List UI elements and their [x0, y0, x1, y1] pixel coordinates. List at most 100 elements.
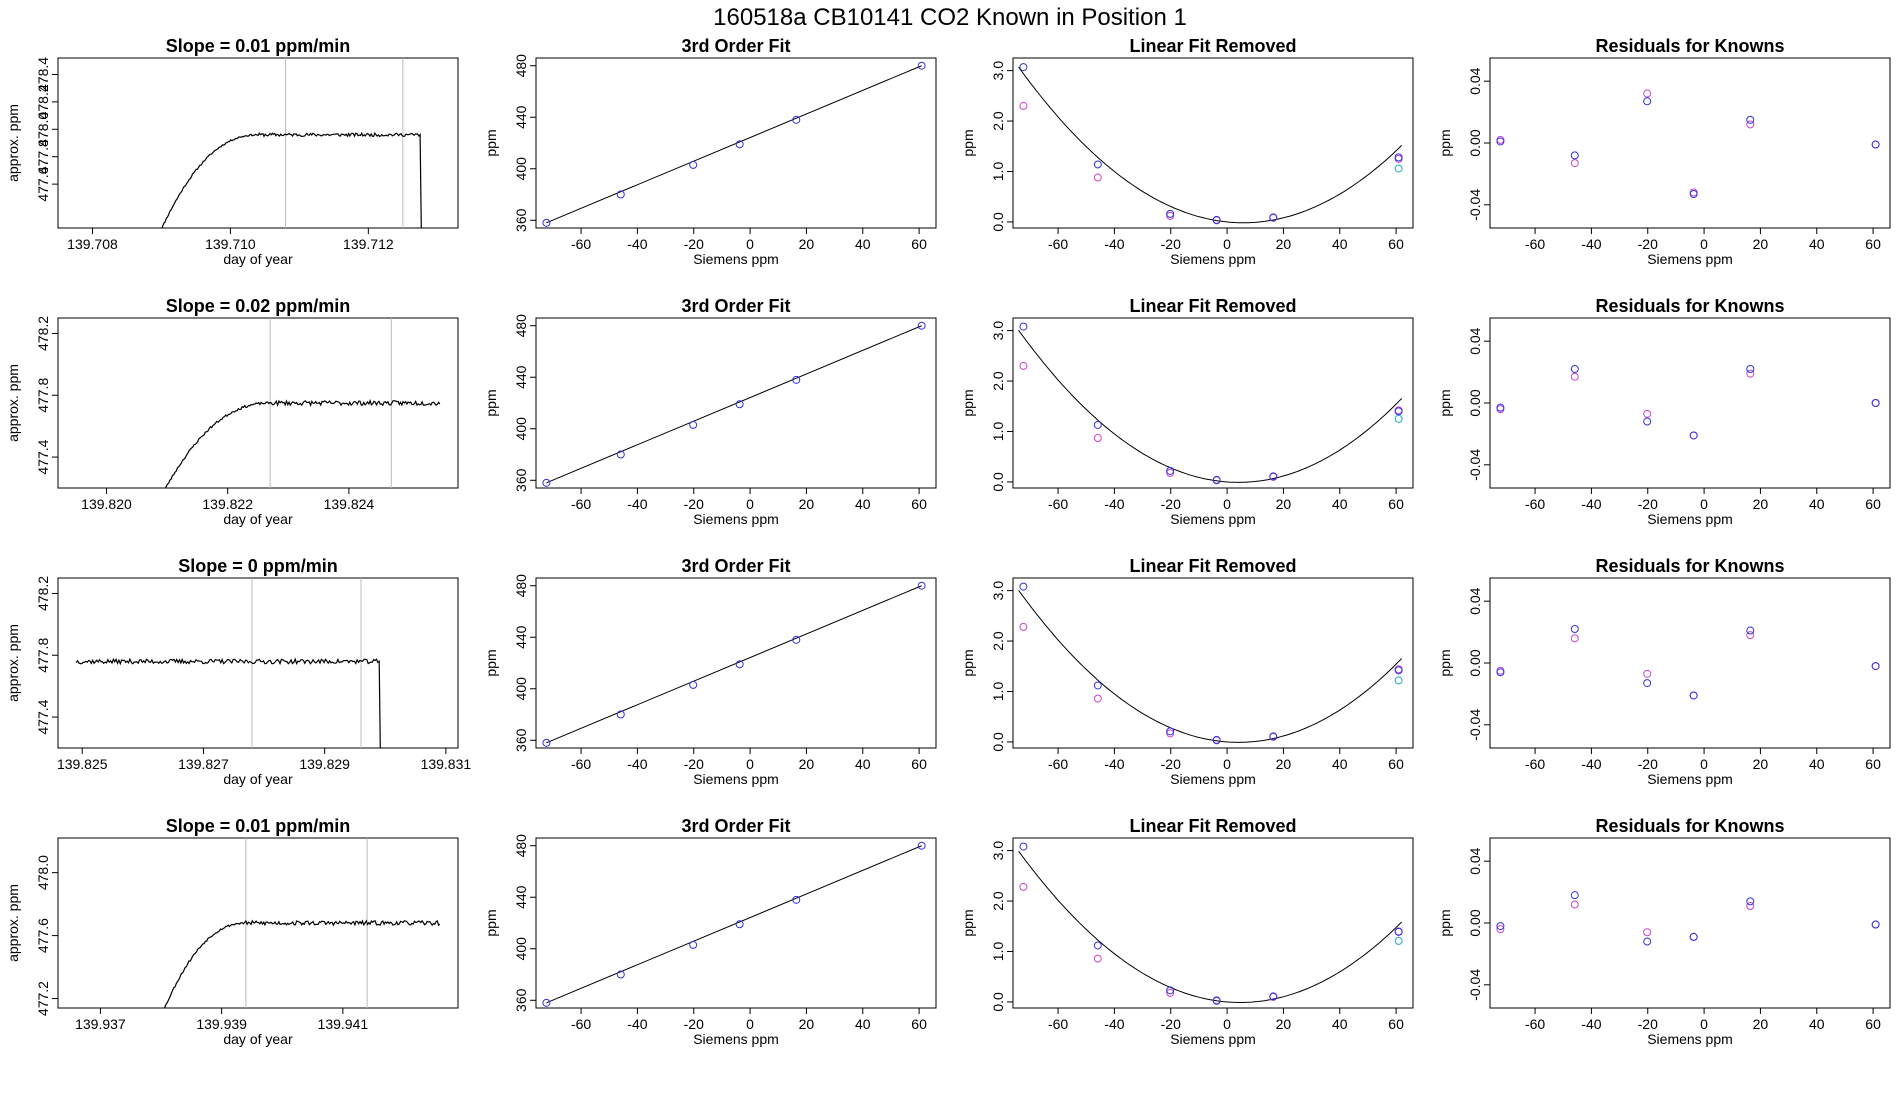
data-point-magenta	[1093, 694, 1102, 703]
y-tick-label: 480	[513, 574, 529, 598]
data-point-blue	[1269, 213, 1278, 222]
x-tick-label: 40	[855, 236, 871, 252]
x-tick-label: 0	[1700, 1016, 1708, 1032]
data-point-magenta	[1166, 729, 1175, 738]
y-tick-label: 440	[513, 625, 529, 649]
x-tick-label: 0	[1700, 236, 1708, 252]
y-tick-label: 477.6	[35, 918, 51, 953]
y-tick-label: 477.6	[35, 166, 51, 201]
x-tick-label: -20	[1161, 756, 1181, 772]
y-tick-label: 360	[513, 208, 529, 232]
y-axis-label: approx. ppm	[5, 364, 21, 442]
data-point	[542, 218, 551, 227]
x-tick-label: 0	[1223, 236, 1231, 252]
panel-title: Slope = 0.01 ppm/min	[166, 816, 351, 836]
x-tick-label: 60	[1865, 756, 1881, 772]
x-tick-label: -60	[1525, 236, 1545, 252]
y-tick-label: 477.4	[35, 699, 51, 734]
data-point-blue	[1166, 466, 1175, 475]
y-tick-label: 0.0	[990, 212, 1006, 232]
x-tick-label: 0	[746, 496, 754, 512]
plot-frame	[535, 57, 937, 229]
residual-point-blue	[1643, 937, 1652, 946]
residual-point-blue	[1746, 897, 1755, 906]
panel-r1-c3: Residuals for Knowns -60 -40 -20 0 20 40 60 -0.0…	[1437, 296, 1891, 527]
fit-line	[546, 845, 922, 1004]
panel-r1-c2: Linear Fit Removed -60 -40 -20 0 20 40 60 0.0 1.0…	[960, 296, 1414, 527]
data-point-magenta	[1019, 622, 1028, 631]
x-tick-label: -20	[684, 1016, 704, 1032]
data-point	[689, 940, 698, 949]
y-tick-label: 440	[513, 885, 529, 909]
data-point-magenta	[1093, 434, 1102, 443]
data-point-blue	[1166, 727, 1175, 736]
x-tick-label: -20	[684, 756, 704, 772]
x-tick-label: -60	[571, 236, 591, 252]
data-point-blue	[1212, 215, 1221, 224]
x-tick-label: 139.829	[299, 756, 350, 772]
panel-r1-c0: Slope = 0.02 ppm/min 139.820 139.822 139.82…	[5, 296, 459, 527]
data-point-blue	[1093, 160, 1102, 169]
time-trace-line	[161, 131, 422, 228]
y-tick-label: 478.2	[35, 84, 51, 119]
residual-point-blue	[1570, 365, 1579, 373]
y-tick-label: 400	[513, 417, 529, 441]
plot-area	[542, 581, 926, 747]
y-axis-label: ppm	[1437, 649, 1453, 676]
residual-point-magenta	[1746, 631, 1755, 640]
x-tick-label: 20	[799, 1016, 815, 1032]
x-axis-label: Siemens ppm	[1647, 511, 1733, 527]
y-tick-label: 478.0	[35, 112, 51, 147]
residual-point-blue	[1496, 403, 1505, 412]
y-tick-label: 2.0	[990, 891, 1006, 911]
data-point-magenta	[1166, 468, 1175, 477]
x-tick-label: 139.712	[343, 236, 394, 252]
y-tick-label: 477.8	[35, 139, 51, 174]
x-tick-label: 60	[1388, 496, 1404, 512]
x-tick-label: 20	[1276, 756, 1292, 772]
data-point	[616, 710, 625, 719]
residual-point-blue	[1643, 679, 1652, 688]
x-tick-label: -20	[1161, 496, 1181, 512]
data-point-blue	[1394, 666, 1403, 675]
x-tick-label: 40	[1332, 236, 1348, 252]
y-tick-label: 0.00	[1467, 129, 1483, 156]
residual-point-blue	[1746, 626, 1755, 635]
data-point	[735, 920, 744, 929]
plot-frame	[535, 577, 937, 749]
figure-title: 160518a CB10141 CO2 Known in Position 1	[713, 4, 1187, 31]
panel-r2-c2: Linear Fit Removed -60 -40 -20 0 20 40 60 0.0 1.0…	[960, 556, 1414, 787]
plot-area	[1018, 842, 1403, 1005]
x-axis-label: Siemens ppm	[693, 511, 779, 527]
y-axis-label: ppm	[960, 129, 976, 156]
x-tick-label: -60	[1525, 1016, 1545, 1032]
x-tick-label: 20	[799, 236, 815, 252]
y-tick-label: 478.2	[35, 316, 51, 351]
y-tick-label: 1.0	[990, 942, 1006, 962]
y-tick-label: 0.0	[990, 732, 1006, 752]
plot-frame	[1489, 317, 1891, 489]
panel-title: 3rd Order Fit	[681, 36, 790, 56]
residual-point-blue	[1871, 140, 1880, 149]
x-tick-label: 60	[1865, 236, 1881, 252]
data-point	[616, 450, 625, 459]
y-axis-label: ppm	[483, 389, 499, 416]
panel-r0-c0: Slope = 0.01 ppm/min 139.708 139.710 139.71…	[5, 36, 459, 267]
y-tick-label: 0.00	[1467, 909, 1483, 936]
x-tick-label: 139.824	[324, 496, 375, 512]
residual-point-magenta	[1570, 634, 1579, 643]
residual-point-blue	[1746, 365, 1755, 373]
plot-area	[1018, 582, 1403, 745]
x-tick-label: -40	[1104, 1016, 1124, 1032]
x-axis-label: Siemens ppm	[693, 1031, 779, 1047]
x-tick-label: -40	[627, 756, 647, 772]
data-point	[616, 970, 625, 979]
x-tick-label: -60	[1048, 236, 1068, 252]
data-point-blue	[1212, 735, 1221, 744]
y-tick-label: 400	[513, 937, 529, 961]
y-tick-label: 1.0	[990, 422, 1006, 442]
fit-line	[546, 65, 922, 224]
x-tick-label: 20	[1753, 496, 1769, 512]
plot-frame	[1012, 57, 1414, 229]
